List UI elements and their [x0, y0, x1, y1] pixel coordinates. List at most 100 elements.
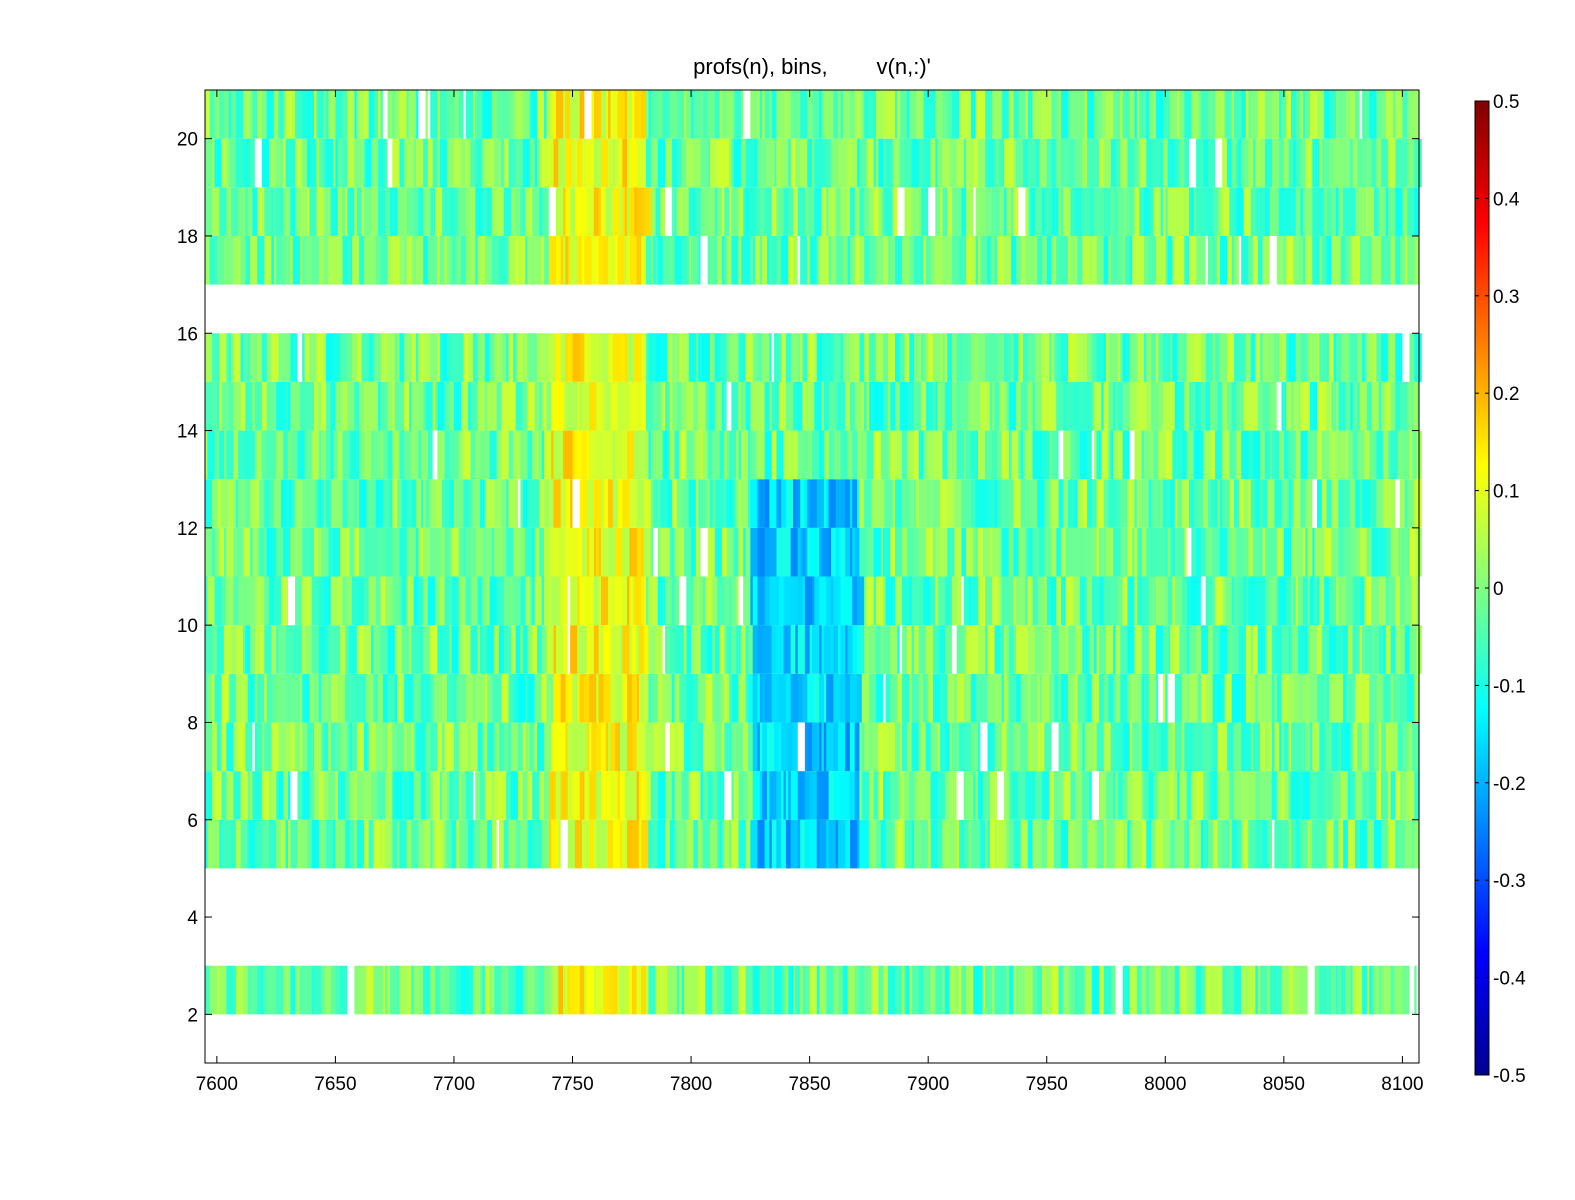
heatmap-cell [1357, 381, 1361, 431]
heatmap-cell [591, 722, 597, 772]
heatmap-cell [1162, 381, 1171, 431]
heatmap-cell [878, 965, 884, 1015]
heatmap-cell [624, 187, 628, 236]
heatmap-cell [769, 235, 773, 285]
heatmap-cell [942, 138, 951, 188]
heatmap-cell [340, 722, 348, 772]
heatmap-cell [423, 527, 431, 577]
heatmap-cell [1324, 187, 1328, 236]
heatmap-cell [743, 527, 747, 577]
heatmap-cell [932, 381, 936, 431]
heatmap-cell [302, 333, 306, 382]
heatmap-cell [700, 819, 704, 869]
heatmap-cell [1151, 479, 1159, 528]
heatmap-cell [499, 819, 505, 869]
heatmap-cell [593, 479, 602, 528]
heatmap-cell [1359, 625, 1363, 674]
heatmap-cell [1238, 673, 1247, 723]
heatmap-cell [821, 333, 827, 382]
heatmap-cell [686, 576, 694, 626]
heatmap-cell [235, 625, 244, 674]
heatmap-cell [852, 138, 858, 188]
heatmap-cell [472, 90, 476, 139]
heatmap-cell [1011, 527, 1015, 577]
heatmap-cell [250, 333, 258, 382]
heatmap-cell [1338, 722, 1342, 772]
heatmap-cell [1075, 625, 1079, 674]
heatmap-cell [1231, 673, 1240, 723]
heatmap-cell [781, 138, 789, 188]
heatmap-cell [1058, 430, 1064, 480]
heatmap-cell [1281, 625, 1290, 674]
heatmap-cell [1407, 673, 1415, 723]
heatmap-cell [809, 819, 818, 869]
heatmap-cell [306, 381, 315, 431]
heatmap-cell [563, 625, 569, 674]
heatmap-cell [987, 235, 991, 285]
heatmap-cell [1307, 576, 1311, 626]
heatmap-cell [453, 138, 460, 188]
heatmap-cell [1350, 527, 1354, 577]
heatmap-cell [593, 625, 600, 674]
colorbar-tick-label: 0.2 [1493, 384, 1519, 405]
heatmap-cell [636, 965, 642, 1015]
heatmap-cell [1063, 187, 1069, 236]
heatmap-cell [534, 965, 540, 1015]
heatmap-cell [408, 771, 415, 820]
heatmap-cell [676, 722, 685, 772]
heatmap-cell [1279, 527, 1282, 577]
heatmap-cell [861, 722, 865, 772]
heatmap-cell [1400, 625, 1406, 674]
heatmap-cell [1167, 235, 1173, 285]
heatmap-cell [1238, 138, 1242, 188]
heatmap-cell [418, 187, 424, 236]
heatmap-cell [956, 819, 960, 869]
heatmap-cell [496, 430, 502, 480]
heatmap-cell [216, 381, 220, 431]
heatmap-cell [1210, 965, 1218, 1015]
heatmap-cell [1362, 479, 1370, 528]
heatmap-cell [1174, 479, 1178, 528]
heatmap-cell [1120, 333, 1124, 382]
heatmap-cell [797, 235, 801, 285]
heatmap-cell [629, 90, 633, 139]
heatmap-cell [1229, 187, 1237, 236]
heatmap-cell [925, 673, 929, 723]
heatmap-cell [318, 138, 325, 188]
heatmap-cell [942, 333, 946, 382]
heatmap-cell [1008, 771, 1012, 820]
heatmap-cell [1148, 479, 1152, 528]
heatmap-cell [283, 430, 289, 480]
heatmap-cell [285, 90, 294, 139]
heatmap-cell [707, 625, 713, 674]
heatmap-cell [1248, 138, 1254, 188]
heatmap-cell [1089, 235, 1093, 285]
heatmap-cell [745, 187, 749, 236]
heatmap-cell [812, 90, 815, 139]
heatmap-cell [1170, 479, 1176, 528]
heatmap-cell [489, 965, 493, 1015]
heatmap-cell [1260, 965, 1268, 1015]
heatmap-cell [864, 333, 870, 382]
heatmap-cell [378, 381, 381, 431]
heatmap-cell [292, 673, 301, 723]
heatmap-cell [721, 673, 725, 723]
heatmap-cell [373, 722, 377, 772]
heatmap-cell [759, 479, 766, 528]
heatmap-cell [743, 90, 751, 139]
heatmap-cell [1113, 187, 1119, 236]
heatmap-cell [1122, 576, 1128, 626]
heatmap-cell [1127, 673, 1131, 723]
heatmap-cell [999, 430, 1003, 480]
heatmap-cell [340, 965, 348, 1015]
heatmap-cell [1269, 527, 1278, 577]
heatmap-cell [757, 673, 761, 723]
heatmap-cell [802, 576, 806, 626]
colorbar-tick-label: -0.5 [1493, 1066, 1526, 1087]
heatmap-cell [913, 819, 922, 869]
heatmap-cell [745, 673, 749, 723]
heatmap-cell [1060, 527, 1067, 577]
heatmap-cell [1025, 576, 1029, 626]
heatmap-cell [449, 965, 457, 1015]
heatmap-cell [1136, 90, 1140, 139]
